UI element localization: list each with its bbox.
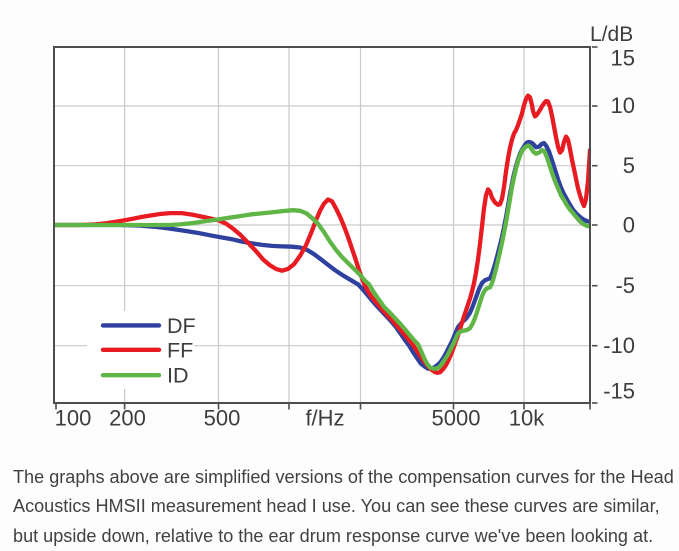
svg-text:FF: FF [167,338,193,362]
svg-text:L/dB: L/dB [590,23,633,46]
svg-text:0: 0 [623,213,635,238]
svg-text:-10: -10 [603,333,635,358]
svg-text:ID: ID [167,364,189,388]
svg-text:5: 5 [623,153,635,178]
svg-text:15: 15 [611,46,635,71]
svg-text:100: 100 [55,406,92,431]
svg-text:DF: DF [167,314,196,338]
svg-text:-5: -5 [615,273,635,298]
svg-text:500: 500 [204,406,241,431]
svg-text:10k: 10k [509,406,545,431]
svg-text:5000: 5000 [432,406,481,431]
svg-text:-15: -15 [603,379,635,404]
svg-text:200: 200 [109,406,146,431]
svg-text:f/Hz: f/Hz [305,406,344,431]
svg-text:10: 10 [611,93,635,118]
